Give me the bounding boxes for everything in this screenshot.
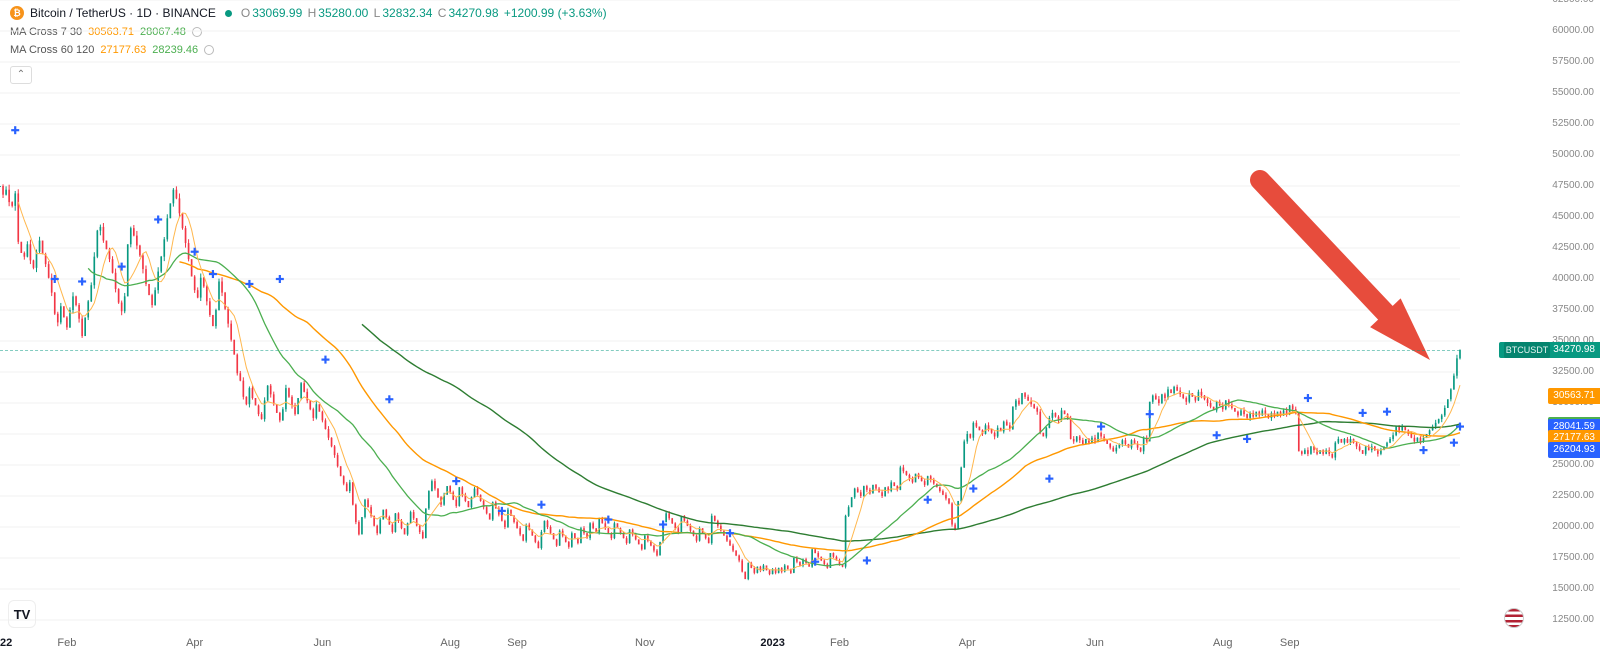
tradingview-logo[interactable]: TV bbox=[8, 600, 36, 628]
y-tick-label: 20000.00 bbox=[1552, 521, 1594, 532]
y-tick-label: 12500.00 bbox=[1552, 614, 1594, 625]
y-tick-label: 45000.00 bbox=[1552, 211, 1594, 222]
y-tick-label: 55000.00 bbox=[1552, 87, 1594, 98]
price-axis-tag: 30563.71 bbox=[1548, 388, 1600, 404]
x-tick-label: Feb bbox=[57, 637, 76, 649]
last-price-line bbox=[0, 350, 1460, 351]
x-tick-label: Jun bbox=[1086, 637, 1104, 649]
y-tick-label: 22500.00 bbox=[1552, 490, 1594, 501]
y-tick-label: 42500.00 bbox=[1552, 242, 1594, 253]
y-tick-label: 40000.00 bbox=[1552, 273, 1594, 284]
price-axis-tag: BTCUSDT34270.98 bbox=[1499, 342, 1600, 358]
y-tick-label: 37500.00 bbox=[1552, 304, 1594, 315]
y-tick-label: 52500.00 bbox=[1552, 118, 1594, 129]
y-tick-label: 32500.00 bbox=[1552, 366, 1594, 377]
x-tick-label: Sep bbox=[1280, 637, 1300, 649]
y-tick-label: 17500.00 bbox=[1552, 552, 1594, 563]
x-tick-label: Jun bbox=[314, 637, 332, 649]
y-tick-label: 57500.00 bbox=[1552, 56, 1594, 67]
x-tick-label: Feb bbox=[830, 637, 849, 649]
price-axis-tag: 26204.93 bbox=[1548, 442, 1600, 458]
x-tick-label: 2023 bbox=[760, 637, 784, 649]
us-flag-icon[interactable] bbox=[1504, 608, 1524, 628]
x-tick-label: Aug bbox=[1213, 637, 1233, 649]
x-tick-label: Apr bbox=[959, 637, 976, 649]
y-tick-label: 50000.00 bbox=[1552, 149, 1594, 160]
y-tick-label: 15000.00 bbox=[1552, 583, 1594, 594]
x-tick-label: 2022 bbox=[0, 637, 12, 649]
x-tick-label: Nov bbox=[635, 637, 655, 649]
y-tick-label: 62500.00 bbox=[1552, 0, 1594, 5]
x-tick-label: Apr bbox=[186, 637, 203, 649]
x-axis: 2022 Feb Apr Jun Aug Sep Nov 2023 Feb Apr Jun Aug Se… bbox=[0, 630, 1600, 652]
y-tick-label: 60000.00 bbox=[1552, 25, 1594, 36]
price-chart[interactable] bbox=[0, 0, 1600, 652]
y-tick-label: 25000.00 bbox=[1552, 459, 1594, 470]
x-tick-label: Sep bbox=[507, 637, 527, 649]
x-tick-label: Aug bbox=[440, 637, 460, 649]
y-tick-label: 47500.00 bbox=[1552, 180, 1594, 191]
y-axis: 62500.00 60000.00 57500.00 55000.00 52500.00… bbox=[1530, 0, 1600, 652]
